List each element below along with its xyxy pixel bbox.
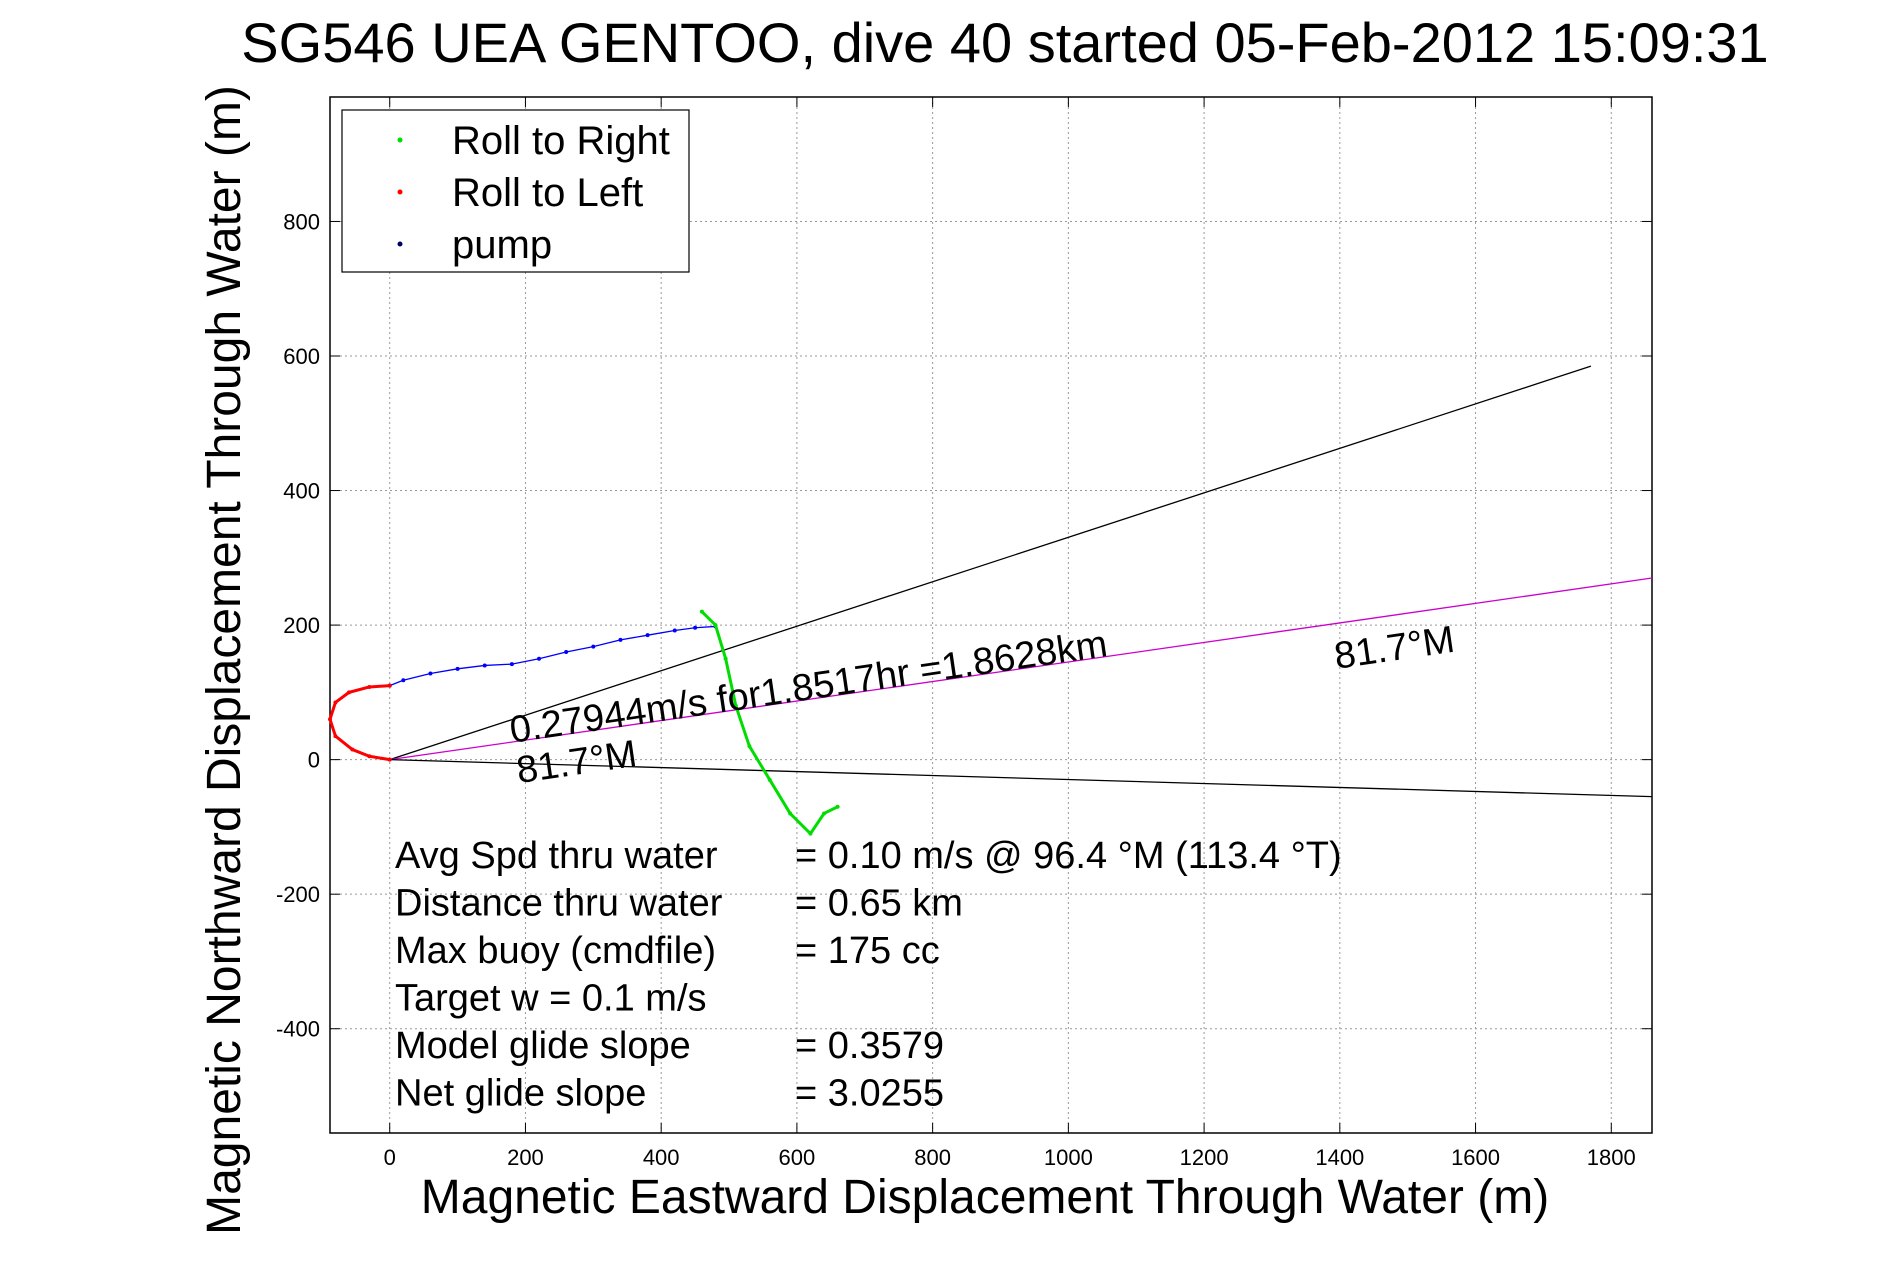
y-tick-label: 400 xyxy=(283,479,320,504)
data-point xyxy=(713,623,718,628)
stat-value: = 175 cc xyxy=(795,930,940,972)
legend-marker xyxy=(397,137,403,143)
data-point xyxy=(618,637,623,642)
data-point xyxy=(537,656,542,661)
data-point xyxy=(591,644,596,649)
data-point xyxy=(367,754,372,759)
data-point xyxy=(509,662,514,667)
ticks: 0 200 400 600 800 1000 1200 1400 1600 1800 -400 -20… xyxy=(276,97,1652,1170)
legend-label: pump xyxy=(452,223,552,267)
data-point xyxy=(723,656,728,661)
x-tick-label: 1200 xyxy=(1180,1145,1229,1170)
legend-label: Roll to Left xyxy=(452,171,643,215)
y-tick-label: -200 xyxy=(276,882,320,907)
data-point xyxy=(767,777,772,782)
x-tick-label: 1400 xyxy=(1315,1145,1364,1170)
x-tick-label: 1000 xyxy=(1044,1145,1093,1170)
x-tick-label: 600 xyxy=(779,1145,816,1170)
legend-marker xyxy=(397,241,403,247)
legend-label: Roll to Right xyxy=(452,119,670,163)
y-tick-label: 200 xyxy=(283,613,320,638)
series-roll-to-left xyxy=(328,684,390,762)
annotation: 0.27944m/s for1.8517hr =1.8628km xyxy=(507,623,1110,752)
data-point xyxy=(350,747,355,752)
data-point xyxy=(747,744,752,749)
legend: Roll to Right Roll to Left pump xyxy=(341,109,690,273)
heading-line xyxy=(389,758,1653,798)
y-tick-label: 0 xyxy=(308,748,320,773)
stats-block: Avg Spd thru water = 0.10 m/s @ 96.4 °M (… xyxy=(395,835,1342,1115)
plot-area xyxy=(329,96,1653,1134)
x-tick-label: 200 xyxy=(507,1145,544,1170)
data-point xyxy=(564,650,569,654)
x-tick-label: 1800 xyxy=(1587,1145,1636,1170)
stat-label: Model glide slope xyxy=(395,1025,691,1067)
annotations: 0.27944m/s for1.8517hr =1.8628km 81.7°M81… xyxy=(507,619,1457,792)
x-tick-label: 1600 xyxy=(1451,1145,1500,1170)
legend-marker xyxy=(397,189,403,195)
stat-label: Avg Spd thru water xyxy=(395,835,718,877)
data-point xyxy=(733,703,738,708)
x-tick-label: 800 xyxy=(914,1145,951,1170)
data-point xyxy=(672,628,677,633)
data-point xyxy=(822,811,827,816)
stat-label: Target w = 0.1 m/s xyxy=(395,978,707,1020)
series-roll-to-right xyxy=(700,610,839,836)
y-axis-label: Magnetic Northward Displacement Through … xyxy=(198,85,251,1235)
data-point xyxy=(455,666,460,671)
y-tick-label: 800 xyxy=(283,209,320,234)
stat-value: = 3.0255 xyxy=(795,1073,944,1115)
data-point xyxy=(482,663,487,668)
data-point xyxy=(328,717,332,722)
y-tick-label: 600 xyxy=(283,344,320,369)
x-tick-label: 0 xyxy=(384,1145,396,1170)
stat-value: = 0.3579 xyxy=(795,1025,944,1067)
stat-label: Net glide slope xyxy=(395,1073,646,1115)
data-point xyxy=(808,831,813,836)
data-point xyxy=(367,684,372,689)
heading-line xyxy=(389,365,1592,761)
data-point xyxy=(333,734,338,739)
stat-value: = 0.65 km xyxy=(795,883,963,925)
x-axis-label: Magnetic Eastward Displacement Through W… xyxy=(421,1171,1549,1224)
data-point xyxy=(835,804,840,809)
chart-title: SG546 UEA GENTOO, dive 40 started 05-Feb… xyxy=(241,11,1768,74)
data-point xyxy=(387,757,392,762)
data-point xyxy=(788,811,793,816)
data-point xyxy=(401,678,406,683)
y-tick-label: -400 xyxy=(276,1017,320,1042)
annotation: 81.7°M xyxy=(1332,619,1458,678)
series-track xyxy=(389,625,716,687)
stat-label: Max buoy (cmdfile) xyxy=(395,930,716,972)
data-point xyxy=(347,690,352,695)
stat-value: = 0.10 m/s @ 96.4 °M (113.4 °T) xyxy=(795,835,1342,877)
x-tick-label: 400 xyxy=(643,1145,680,1170)
data-point xyxy=(333,700,338,705)
data-point xyxy=(699,609,704,614)
data-point xyxy=(387,683,392,688)
stat-label: Distance thru water xyxy=(395,883,723,925)
heading-line xyxy=(389,577,1653,761)
data-point xyxy=(645,633,650,638)
series-lines xyxy=(328,365,1653,836)
data-point xyxy=(693,625,698,630)
data-point xyxy=(428,671,433,676)
